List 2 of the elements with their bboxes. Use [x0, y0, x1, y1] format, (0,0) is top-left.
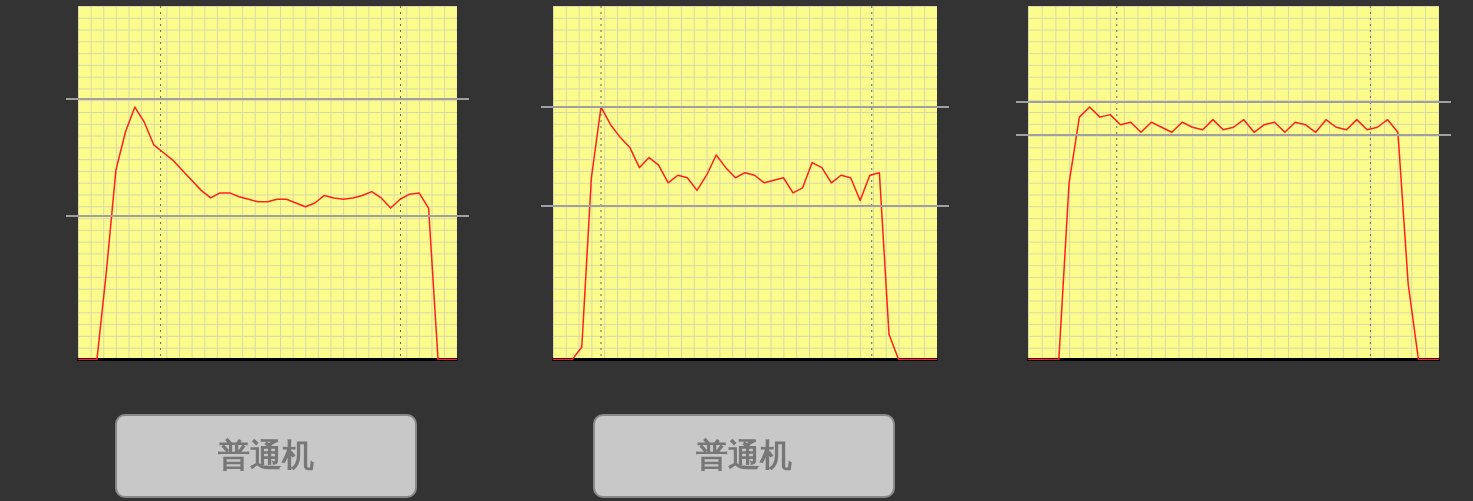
x-axis-title: 普通机	[592, 414, 895, 498]
x-axis-title: 普通机	[115, 414, 417, 498]
